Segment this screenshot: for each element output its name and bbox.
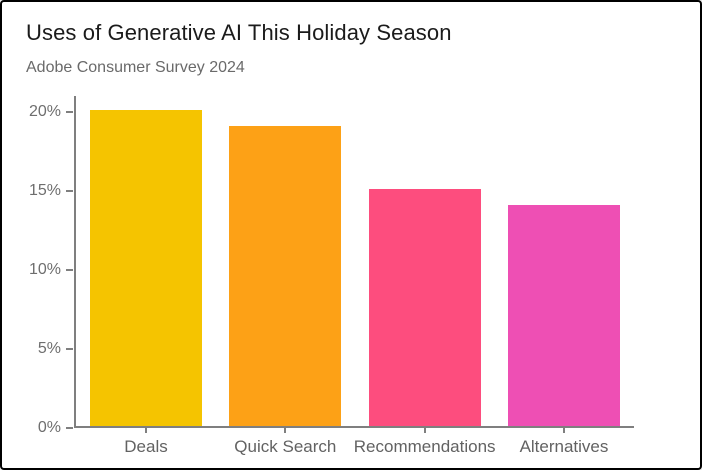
x-tick-mark-alternatives	[562, 428, 565, 433]
chart-subtitle: Adobe Consumer Survey 2024	[26, 59, 245, 76]
bar-deals	[90, 110, 202, 426]
x-axis-labels: Deals Quick Search Recommendations Alternat…	[74, 428, 634, 457]
y-tick-label-0: 0%	[37, 419, 61, 436]
y-axis: 0% 5% 10% 15% 20%	[26, 96, 74, 436]
y-tick-mark-10	[66, 269, 73, 271]
bar-quick-search	[229, 126, 342, 426]
x-tick-mark-deals	[145, 428, 147, 433]
bar-alternatives	[507, 205, 620, 426]
y-tick-label-5: 5%	[37, 340, 61, 357]
x-axis-label-quick-search: Quick Search	[234, 437, 337, 456]
y-tick-mark-5	[66, 348, 73, 350]
chart-title: Uses of Generative AI This Holiday Seaso…	[26, 20, 452, 45]
x-cell-quick-search: Quick Search	[229, 428, 341, 457]
y-tick-label-15: 15%	[28, 182, 61, 199]
x-cell-recommendations: Recommendations	[354, 428, 496, 457]
x-axis-label-alternatives: Alternatives	[519, 437, 609, 456]
chart-body: 0% 5% 10% 15% 20%	[26, 96, 676, 436]
y-tick-mark-0	[66, 427, 73, 429]
x-axis-row: Deals Quick Search Recommendations Alternat…	[26, 428, 676, 457]
plot-area	[74, 96, 634, 428]
y-tick-mark-15	[66, 190, 73, 192]
x-axis-label-recommendations: Recommendations	[353, 437, 496, 456]
y-tick-mark-20	[66, 111, 73, 113]
x-tick-mark-recommendations	[423, 428, 426, 433]
x-tick-mark-quick-search	[284, 428, 287, 433]
y-tick-label-20: 20%	[28, 103, 61, 120]
x-axis-label-deals: Deals	[124, 437, 168, 456]
x-cell-alternatives: Alternatives	[508, 428, 620, 457]
x-cell-deals: Deals	[90, 428, 202, 457]
bar-recommendations	[368, 189, 481, 426]
y-tick-label-10: 10%	[28, 261, 61, 278]
chart-card-inner: Uses of Generative AI This Holiday Seaso…	[2, 2, 700, 457]
